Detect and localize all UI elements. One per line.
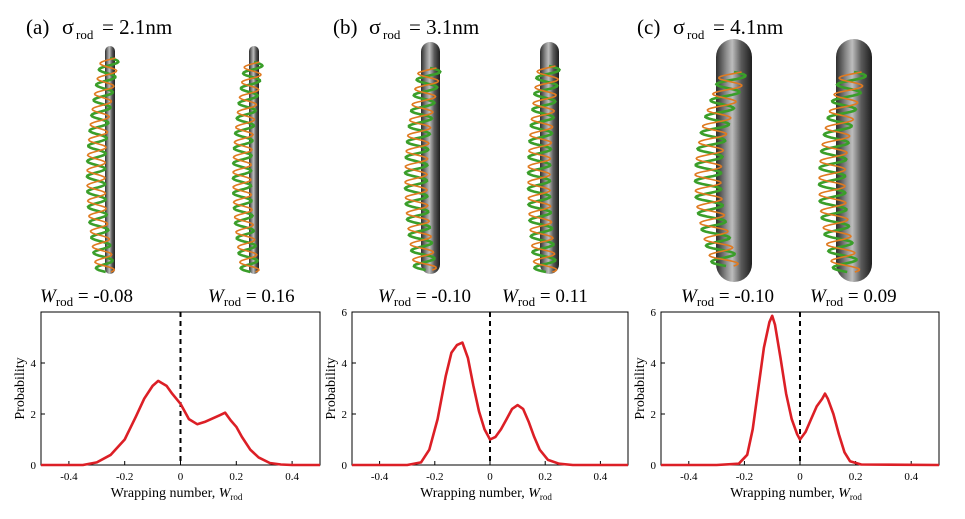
probability-chart-c: -0.4 -0.2 0 0.2 0.4 0 2 4 6 Probability Wrapping n… — [633, 307, 940, 502]
y-tick-label: 0 — [342, 460, 348, 472]
dna-strand — [232, 61, 262, 273]
dna-strand — [526, 64, 561, 274]
y-tick-label: 6 — [342, 307, 348, 319]
rods — [105, 39, 872, 282]
x-tick-label: -0.2 — [736, 471, 753, 483]
y-tick-label: 4 — [31, 358, 37, 370]
y-axis-label: Probability — [633, 357, 648, 419]
x-tick-label: 0.2 — [229, 471, 243, 483]
x-tick-label: 0.2 — [849, 471, 863, 483]
dna-strand — [85, 56, 120, 274]
x-tick-label: -0.2 — [426, 471, 443, 483]
dna-helix — [526, 64, 561, 274]
probability-curve — [661, 314, 940, 467]
x-axis-label: Wrapping number, Wrod — [111, 486, 243, 502]
sigma-subscript: rod — [76, 27, 94, 42]
x-tick-label: -0.4 — [371, 471, 389, 483]
dna-strand — [404, 67, 440, 271]
sigma-symbol: σ — [673, 14, 685, 39]
panel-letter: (c) — [637, 15, 660, 39]
panel-b-header: (b) σ rod = 3.1nm — [333, 14, 479, 42]
x-axis-label: Wrapping number, Wrod — [420, 486, 552, 502]
dna-strand — [231, 60, 265, 274]
w-label-a-left: Wrod = -0.08 — [40, 286, 133, 309]
x-tick-label: 0.4 — [594, 471, 608, 483]
sigma-subscript: rod — [687, 27, 705, 42]
x-tick-label: 0.4 — [285, 471, 299, 483]
y-tick-label: 2 — [31, 409, 37, 421]
y-tick-label: 2 — [651, 409, 657, 421]
x-tick-label: 0 — [178, 471, 184, 483]
y-axis-label: Probability — [324, 357, 339, 419]
sigma-subscript: rod — [383, 27, 401, 42]
dna-strand — [693, 70, 747, 268]
dna-helix — [693, 70, 747, 268]
w-label-c-right: Wrod = 0.09 — [810, 286, 897, 309]
dna-helices — [85, 56, 867, 274]
wrapping-labels: Wrod = -0.08 Wrod = 0.16 Wrod = -0.10 Wr… — [40, 286, 897, 309]
probability-curve — [352, 341, 628, 467]
panel-a-header: (a) σ rod = 2.1nm — [26, 14, 172, 42]
y-tick-label: 0 — [31, 460, 37, 472]
sigma-symbol: σ — [369, 14, 381, 39]
dna-strand — [86, 57, 118, 273]
x-tick-label: 0 — [487, 471, 493, 483]
sigma-value: = 3.1nm — [409, 15, 479, 39]
y-tick-label: 0 — [651, 460, 657, 472]
dna-strand — [818, 71, 864, 273]
panel-letter: (b) — [333, 15, 358, 39]
sigma-symbol: σ — [62, 14, 74, 39]
dna-strand — [403, 66, 442, 272]
probability-chart-b: -0.4 -0.2 0 0.2 0.4 0 2 4 6 Probability Wrapping n… — [324, 307, 629, 502]
x-tick-label: -0.4 — [680, 471, 698, 483]
w-label-b-right: Wrod = 0.11 — [502, 286, 588, 309]
x-tick-label: 0.4 — [904, 471, 918, 483]
sigma-value: = 2.1nm — [102, 15, 172, 39]
w-label-a-right: Wrod = 0.16 — [208, 286, 295, 309]
x-tick-label: -0.4 — [60, 471, 78, 483]
y-tick-label: 2 — [342, 409, 348, 421]
y-tick-label: 6 — [651, 307, 657, 319]
dna-helix — [403, 66, 442, 272]
sigma-value: = 4.1nm — [713, 15, 783, 39]
dna-helix — [85, 56, 120, 274]
dna-strand — [694, 71, 743, 267]
x-tick-label: 0.2 — [538, 471, 552, 483]
x-axis-label: Wrapping number, Wrod — [730, 486, 862, 502]
y-tick-label: 4 — [651, 358, 657, 370]
dna-helix — [231, 60, 265, 274]
dna-helix — [817, 70, 867, 274]
x-tick-label: -0.2 — [116, 471, 133, 483]
dna-strand — [527, 65, 560, 273]
w-label-c-left: Wrod = -0.10 — [681, 286, 774, 309]
y-axis-label: Probability — [13, 357, 28, 419]
w-label-b-left: Wrod = -0.10 — [378, 286, 471, 309]
y-tick-label: 4 — [342, 358, 348, 370]
dna-strand — [817, 70, 867, 274]
probability-curve — [41, 379, 320, 467]
x-tick-label: 0 — [797, 471, 803, 483]
panel-letter: (a) — [26, 15, 49, 39]
panel-c-header: (c) σ rod = 4.1nm — [637, 14, 783, 42]
